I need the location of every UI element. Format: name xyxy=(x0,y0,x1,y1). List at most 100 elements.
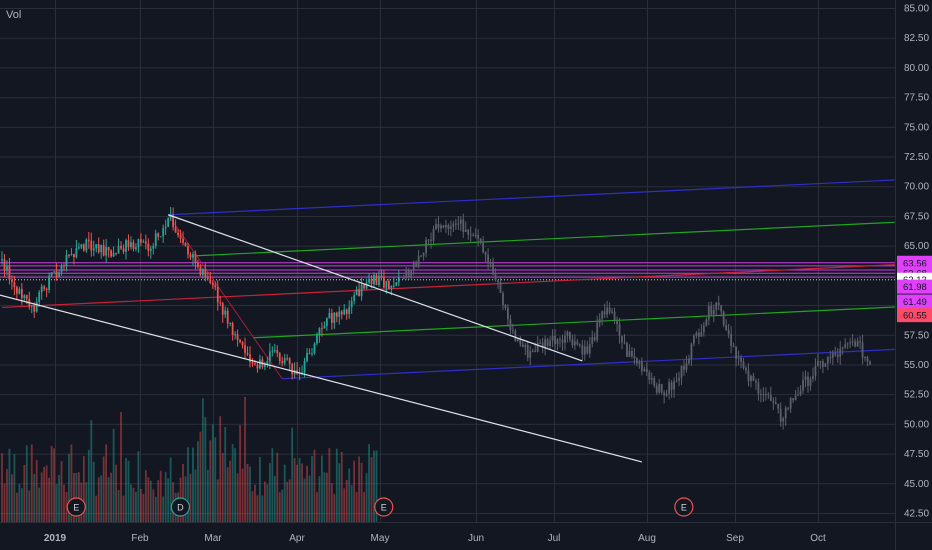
projection-candle-body xyxy=(695,332,698,336)
volume-bar xyxy=(20,488,23,522)
projection-candle-body xyxy=(499,282,502,293)
volume-bar xyxy=(35,460,38,522)
candle-body xyxy=(149,248,152,251)
projection-candle-body xyxy=(457,223,460,225)
projection-candle-body xyxy=(529,351,532,358)
price-axis-tick-label: 70.00 xyxy=(904,182,929,193)
candle-body xyxy=(335,312,338,317)
projection-candle-body xyxy=(663,392,666,396)
projection-candle-body xyxy=(606,307,609,315)
volume-bar xyxy=(87,449,90,522)
candle-body xyxy=(256,364,259,369)
projection-candle-body xyxy=(435,223,437,230)
projection-candle-body xyxy=(715,302,718,310)
projection-candle-body xyxy=(583,346,586,355)
projection-candle-body xyxy=(660,383,663,393)
volume-bar xyxy=(234,448,237,522)
volume-bar xyxy=(360,462,363,522)
price-tag-label: 61.98 xyxy=(903,282,927,293)
projection-candle-body xyxy=(707,305,710,320)
volume-bar xyxy=(333,494,336,522)
projection-candle-body xyxy=(591,337,594,345)
time-axis-tick-label: Oct xyxy=(810,533,826,544)
candle-body xyxy=(122,248,125,252)
volume-bar xyxy=(224,427,227,522)
candle-body xyxy=(92,248,95,251)
volume-bar xyxy=(112,428,115,522)
volume-bar xyxy=(286,481,289,522)
price-axis-tick-label: 75.00 xyxy=(904,122,929,133)
time-axis[interactable]: 2019 Feb Mar Apr May Jun Jul Aug Sep Oct xyxy=(44,533,826,544)
event-marker xyxy=(66,497,86,517)
volume-bar xyxy=(298,458,301,522)
projection-candle-body xyxy=(549,340,551,346)
projection-candle-body xyxy=(804,376,807,380)
volume-bar xyxy=(3,483,6,522)
trend-lines[interactable] xyxy=(0,214,642,463)
candle-body xyxy=(234,334,237,336)
volume-bar xyxy=(226,467,229,522)
candle-body xyxy=(70,254,73,256)
volume-bar xyxy=(241,468,244,522)
event-marker-label: E xyxy=(73,502,79,512)
volume-bar xyxy=(15,492,18,522)
candle-body xyxy=(18,288,21,294)
projection-candle-body xyxy=(640,362,643,372)
candle-body xyxy=(63,265,65,267)
candle-body xyxy=(87,239,90,241)
projection-candle-body xyxy=(809,378,812,386)
projection-candle-body xyxy=(685,363,688,370)
horizontal-levels[interactable] xyxy=(0,262,895,281)
volume-bar xyxy=(135,491,137,522)
candle-body xyxy=(55,271,58,277)
candle-body xyxy=(139,239,142,243)
projection-candle-body xyxy=(658,383,661,393)
projection-candle-body xyxy=(819,361,822,363)
candle-body xyxy=(30,304,33,307)
candle-body xyxy=(249,354,251,363)
volume-bar xyxy=(162,496,165,522)
volume-bar xyxy=(48,477,51,522)
candle-body xyxy=(159,236,162,238)
candle-body xyxy=(318,328,321,336)
candle-body xyxy=(395,282,398,286)
candle-body xyxy=(206,277,209,279)
candle-body xyxy=(82,244,85,251)
volume-bar xyxy=(157,480,160,522)
candle-body xyxy=(68,254,70,256)
pitchfork-upper-line xyxy=(168,179,895,216)
projection-candle-body xyxy=(787,407,790,409)
projection-candle-body xyxy=(474,234,477,237)
price-axis-tick-label: 55.00 xyxy=(904,360,929,371)
candle-body xyxy=(194,253,197,264)
projection-candle-body xyxy=(494,274,497,281)
projection-candle-body xyxy=(849,342,852,344)
candle-body xyxy=(23,295,26,299)
volume-bar xyxy=(139,488,142,522)
volume-bar xyxy=(236,473,239,522)
pitchfork-drawing[interactable] xyxy=(1,179,895,380)
time-axis-tick-label: May xyxy=(371,533,390,544)
projection-candle-body xyxy=(536,342,539,352)
candle-body xyxy=(390,285,393,289)
volume-bar xyxy=(363,492,365,522)
candle-body xyxy=(197,263,199,267)
projection-candle-body xyxy=(539,342,542,344)
projection-candle-body xyxy=(817,361,819,367)
candle-body xyxy=(278,352,281,361)
projection-candle-body xyxy=(777,403,780,409)
projection-candle-body xyxy=(449,226,452,229)
projection-candle-body xyxy=(735,346,737,359)
candle-body xyxy=(345,309,348,314)
price-axis[interactable]: 85.00 82.50 80.00 77.50 75.00 72.50 70.00 67.50… xyxy=(904,4,929,520)
candle-body xyxy=(259,359,261,369)
volume-bar xyxy=(263,481,266,522)
volume-bar xyxy=(340,452,343,522)
candle-body xyxy=(35,302,38,312)
projection-candle-body xyxy=(834,352,837,355)
volume-bar xyxy=(370,457,373,522)
candle-body xyxy=(370,278,373,285)
projection-candle-body xyxy=(722,311,725,325)
